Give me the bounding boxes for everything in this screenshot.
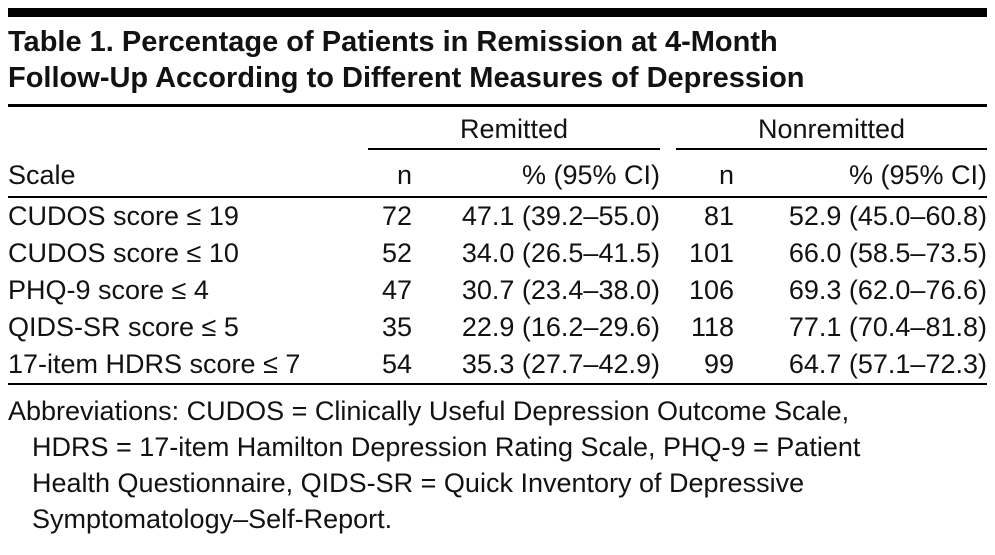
remitted-pct-cell: 22.9 (16.2–29.6)	[461, 312, 660, 342]
scale-column-header: Scale	[8, 160, 76, 190]
nonremitted-pct-cell: 77.1 (70.4–81.8)	[788, 312, 987, 342]
table-title: Table 1. Percentage of Patients in Remis…	[8, 17, 987, 104]
table-row: 17-item HDRS score ≤ 7 54 35.3 (27.7–42.…	[8, 346, 987, 383]
nonremitted-pct-cell: 69.3 (62.0–76.6)	[788, 275, 987, 305]
nonremitted-n-cell: 99	[703, 349, 734, 379]
scale-cell: CUDOS score ≤ 19	[8, 201, 239, 231]
nonremitted-pct-cell: 66.0 (58.5–73.5)	[788, 238, 987, 268]
table-row: PHQ-9 score ≤ 4 47 30.7 (23.4–38.0) 106 …	[8, 272, 987, 309]
footnote-line: Abbreviations: CUDOS = Clinically Useful…	[8, 396, 850, 426]
table-row: QIDS-SR score ≤ 5 35 22.9 (16.2–29.6) 11…	[8, 309, 987, 346]
remitted-pct-cell: 35.3 (27.7–42.9)	[461, 349, 660, 379]
footnote-line: Health Questionnaire, QIDS-SR = Quick In…	[32, 468, 805, 498]
nonremitted-n-cell: 81	[703, 201, 734, 231]
nonremitted-n-cell: 118	[690, 312, 734, 342]
remitted-n-cell: 35	[381, 312, 412, 342]
scale-cell: QIDS-SR score ≤ 5	[8, 312, 239, 342]
remitted-pct-cell: 30.7 (23.4–38.0)	[461, 275, 660, 305]
remitted-pct-cell: 34.0 (26.5–41.5)	[461, 238, 660, 268]
nonremitted-pct-cell: 64.7 (57.1–72.3)	[788, 349, 987, 379]
remitted-n-cell: 47	[381, 275, 412, 305]
table-row: CUDOS score ≤ 10 52 34.0 (26.5–41.5) 101…	[8, 235, 987, 272]
nonremitted-n-cell: 106	[688, 275, 734, 305]
remitted-n-cell: 72	[381, 201, 412, 231]
nonremitted-group-header: Nonremitted	[676, 113, 987, 150]
remitted-pct-cell: 47.1 (39.2–55.0)	[461, 201, 660, 231]
scale-cell: CUDOS score ≤ 10	[8, 238, 239, 268]
nonremitted-pct-cell: 52.9 (45.0–60.8)	[788, 201, 987, 231]
top-rule	[8, 8, 987, 17]
remitted-n-cell: 54	[381, 349, 412, 379]
table-title-line1: Table 1. Percentage of Patients in Remis…	[8, 26, 778, 58]
nonremitted-n-cell: 101	[688, 238, 734, 268]
footnote-line: HDRS = 17-item Hamilton Depression Ratin…	[32, 432, 861, 462]
nonremitted-n-column-header: n	[718, 160, 734, 190]
nonremitted-pct-column-header: % (95% CI)	[848, 160, 987, 190]
title-rule	[8, 104, 987, 107]
footnote-line: Symptomatology–Self-Report.	[32, 504, 393, 534]
table-title-line2: Follow-Up According to Different Measure…	[8, 62, 805, 94]
remitted-n-column-header: n	[396, 160, 412, 190]
remitted-n-cell: 52	[381, 238, 412, 268]
remitted-group-header: Remitted	[368, 113, 660, 150]
scale-cell: PHQ-9 score ≤ 4	[8, 275, 209, 305]
scale-cell: 17-item HDRS score ≤ 7	[8, 349, 301, 379]
column-header-row: Scale n % (95% CI) n % (95% CI)	[8, 150, 987, 198]
bottom-rule	[8, 383, 987, 385]
table-footnote: Abbreviations: CUDOS = Clinically Useful…	[8, 385, 987, 537]
column-group-header-row: Remitted Nonremitted	[8, 107, 987, 150]
remitted-pct-column-header: % (95% CI)	[521, 160, 660, 190]
table-row: CUDOS score ≤ 19 72 47.1 (39.2–55.0) 81 …	[8, 198, 987, 235]
